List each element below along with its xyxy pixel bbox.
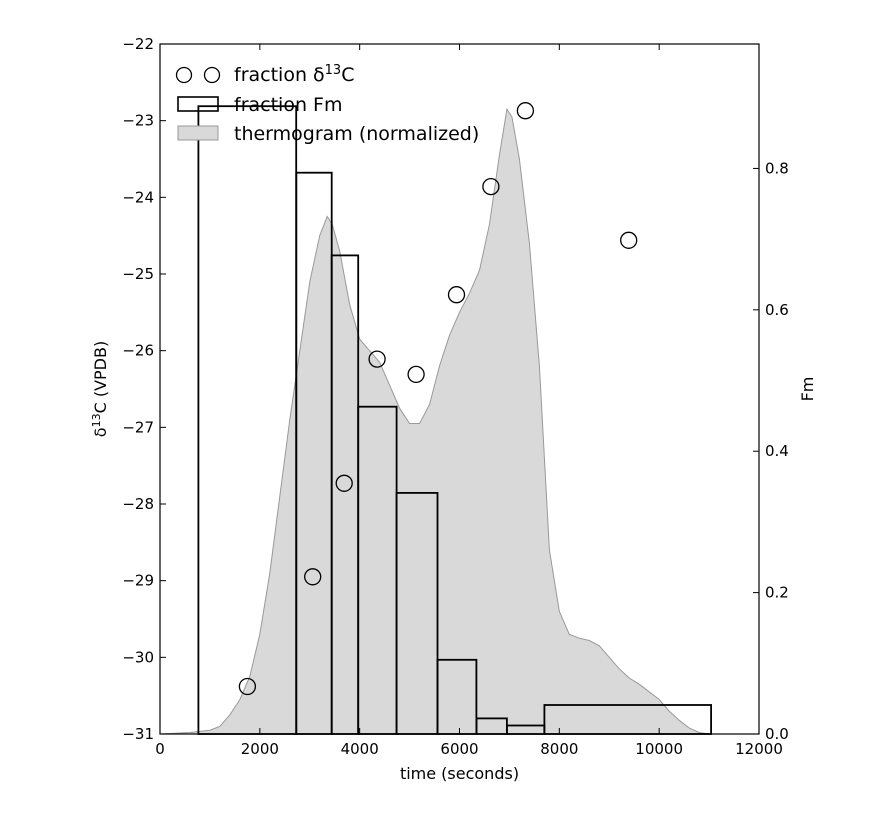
thermogram-layer bbox=[159, 107, 710, 735]
y-right-tick-label: 0.8 bbox=[765, 159, 789, 177]
x-axis-label: time (seconds) bbox=[400, 764, 519, 783]
legend-label-d13c-sup: 13 bbox=[325, 63, 342, 78]
x-tick-label: 6000 bbox=[440, 740, 478, 758]
x-tick-label: 8000 bbox=[540, 740, 578, 758]
legend-label-d13c-rest: C bbox=[341, 64, 354, 86]
y-axis-left-label-rest: C (VPDB) bbox=[91, 341, 110, 414]
legend-marker-d13c-1 bbox=[175, 66, 193, 84]
y-left-tick-label: −25 bbox=[122, 265, 154, 283]
thermogram-area bbox=[159, 107, 710, 735]
legend-swatch-fm bbox=[177, 96, 219, 112]
y-axis-left-label-delta: δ bbox=[91, 427, 110, 437]
x-tick-label: 12000 bbox=[735, 740, 783, 758]
d13c-point-5 bbox=[407, 365, 425, 384]
svg-text:δ13C (VPDB): δ13C (VPDB) bbox=[90, 341, 111, 437]
legend-label-d13c-main: fraction δ bbox=[234, 64, 325, 86]
legend-swatch-thermogram bbox=[177, 125, 219, 141]
y-left-tick-label: −24 bbox=[122, 188, 154, 206]
y-left-tick-label: −23 bbox=[122, 112, 154, 130]
y-right-tick-label: 0.0 bbox=[765, 725, 789, 743]
ticks-layer: 0 2000 4000 6000 8000 10000 12000 −31 −30 −29 −28 −… bbox=[122, 35, 789, 758]
d13c-point-4 bbox=[368, 350, 386, 368]
y-left-tick-label: −31 bbox=[122, 725, 154, 743]
y-left-tick-label: −22 bbox=[122, 35, 154, 53]
y-right-tick-label: 0.2 bbox=[765, 584, 789, 602]
d13c-point-1 bbox=[238, 677, 257, 696]
d13c-point-3 bbox=[335, 474, 353, 492]
y-left-tick-label: −27 bbox=[122, 418, 154, 436]
legend-label-fm: fraction Fm bbox=[234, 94, 342, 116]
d13c-point-8 bbox=[516, 102, 535, 120]
legend-marker-d13c-2 bbox=[203, 66, 221, 84]
x-tick-label: 2000 bbox=[241, 740, 279, 758]
d13c-point-6 bbox=[447, 286, 466, 304]
y-left-tick-label: −30 bbox=[122, 648, 154, 666]
x-tick-label: 10000 bbox=[635, 740, 683, 758]
legend-label-d13c: fraction δ13C bbox=[234, 63, 354, 87]
y-axis-right-label: Fm bbox=[798, 377, 817, 402]
legend-label-thermogram: thermogram (normalized) bbox=[234, 123, 479, 145]
x-tick-label: 0 bbox=[155, 740, 165, 758]
legend: fraction δ13C fraction Fm thermogram (no… bbox=[175, 63, 479, 145]
y-left-tick-label: −26 bbox=[122, 342, 154, 360]
y-left-tick-label: −29 bbox=[122, 572, 154, 590]
y-left-tick-label: −28 bbox=[122, 495, 154, 513]
y-right-tick-label: 0.4 bbox=[765, 442, 789, 460]
d13c-point-7 bbox=[482, 177, 500, 196]
d13c-point-2 bbox=[304, 568, 322, 586]
d13c-point-9 bbox=[620, 231, 638, 249]
y-right-tick-label: 0.6 bbox=[765, 301, 789, 319]
y-axis-left-label: δ13C (VPDB) bbox=[90, 341, 111, 437]
y-axis-left-label-sup: 13 bbox=[90, 413, 103, 427]
x-tick-label: 4000 bbox=[341, 740, 379, 758]
d13c-points-layer bbox=[238, 102, 638, 696]
